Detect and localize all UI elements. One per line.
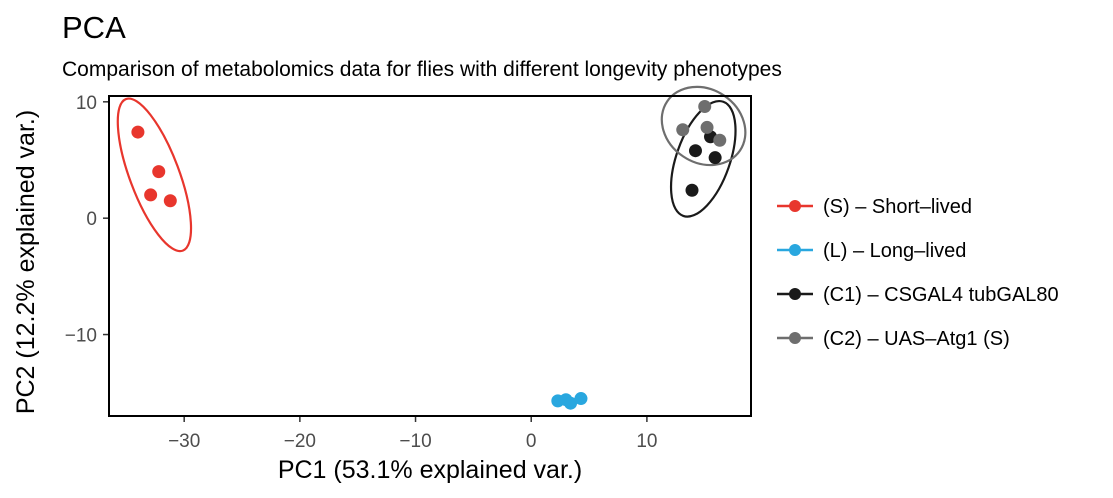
legend-key-point — [789, 288, 801, 300]
data-point — [685, 183, 699, 197]
confidence-ellipses — [116, 85, 747, 253]
legend-label: (C2) – UAS–Atg1 (S) — [823, 328, 1010, 350]
x-axis-label: PC1 (53.1% explained var.) — [278, 456, 582, 484]
data-point — [564, 396, 578, 410]
data-point — [700, 120, 714, 134]
legend-item: (C2) – UAS–Atg1 (S) — [777, 328, 1010, 350]
data-point — [163, 194, 177, 208]
axis-ticks: −30 −20 −10 0 10 10 0 −10 — [65, 93, 658, 452]
data-point — [688, 144, 702, 158]
data-point — [131, 125, 145, 139]
x-tick-label: −20 — [284, 431, 316, 452]
legend-label: (L) – Long–lived — [823, 240, 966, 262]
data-point — [713, 133, 727, 147]
y-tick-label: −10 — [65, 326, 97, 347]
data-point — [708, 151, 722, 165]
data-point — [574, 392, 588, 406]
x-tick-label: −30 — [168, 431, 200, 452]
data-point — [152, 165, 166, 179]
legend-item: (L) – Long–lived — [777, 240, 966, 262]
x-tick-label: 10 — [636, 431, 657, 452]
y-tick-label: 10 — [76, 93, 97, 114]
legend-key-point — [789, 244, 801, 256]
legend-label: (C1) – CSGAL4 tubGAL80 — [823, 284, 1059, 306]
data-points — [131, 99, 727, 410]
data-point — [144, 188, 158, 202]
chart-title: PCA — [62, 10, 126, 45]
legend-label: (S) – Short–lived — [823, 196, 972, 218]
x-tick-label: −10 — [399, 431, 431, 452]
y-axis-label: PC2 (12.2% explained var.) — [12, 110, 40, 414]
legend: (S) – Short–lived (L) – Long–lived (C1) – … — [777, 196, 1059, 350]
legend-item: (S) – Short–lived — [777, 196, 972, 218]
data-point — [676, 123, 690, 137]
legend-item: (C1) – CSGAL4 tubGAL80 — [777, 284, 1059, 306]
chart-subtitle: Comparison of metabolomics data for flie… — [62, 58, 782, 81]
legend-key-point — [789, 332, 801, 344]
plot-panel-border — [108, 95, 752, 417]
x-tick-label: 0 — [526, 431, 537, 452]
group-ellipse — [116, 97, 193, 253]
y-tick-label: 0 — [86, 209, 97, 230]
legend-key-point — [789, 200, 801, 212]
data-point — [698, 99, 712, 113]
group-ellipse — [669, 99, 737, 218]
